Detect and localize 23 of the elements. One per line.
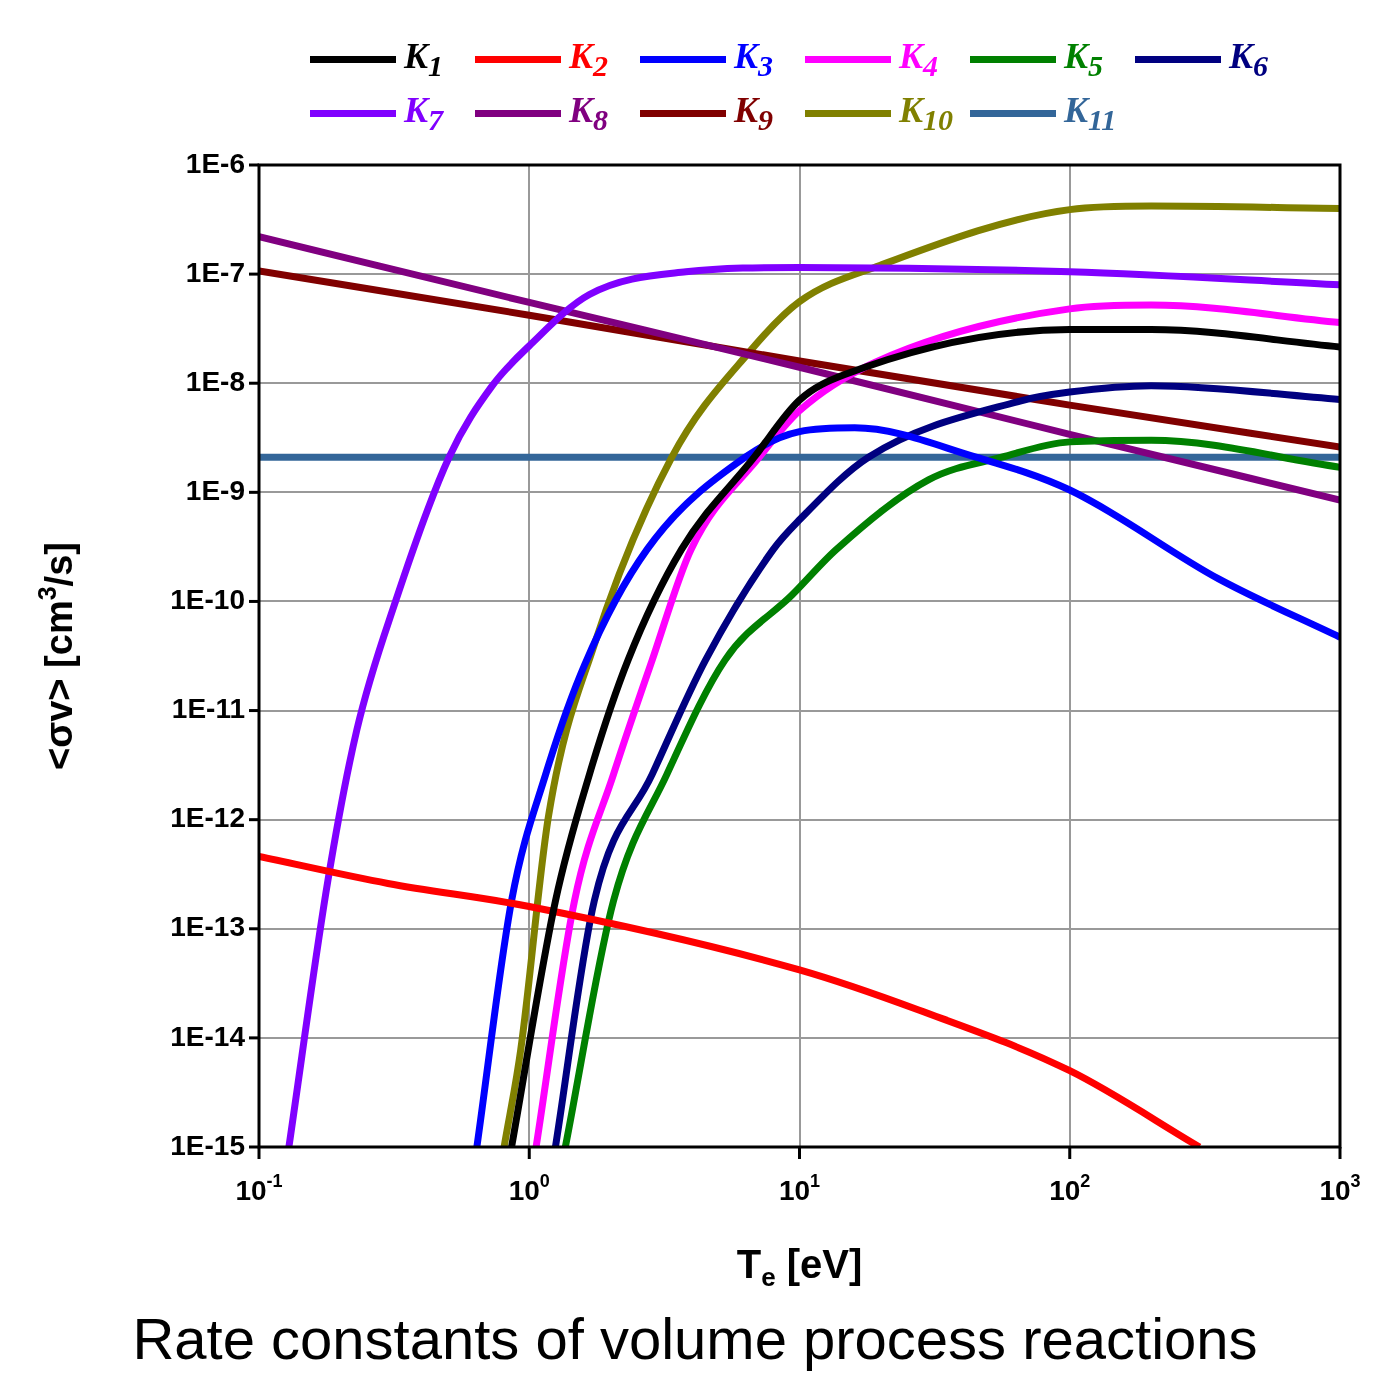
y-tick-label: 1E-15 <box>170 1129 245 1161</box>
legend-label: K$_{8}$ <box>569 89 609 138</box>
text: Rate constants of volume process reactions <box>131 1305 1259 1372</box>
y-axis-title: <σv> [cm3/s] <box>32 542 81 770</box>
y-tick-label: 1E-10 <box>170 584 245 616</box>
legend-label: K$_{10}$ <box>899 89 954 138</box>
legend-label: K$_{1}$ <box>404 35 444 84</box>
legend-label: K$_{2}$ <box>569 35 609 84</box>
legend-label: K$_{9}$ <box>734 89 774 138</box>
y-tick-label: 1E-7 <box>185 256 246 288</box>
legend-label: K$_{4}$ <box>899 35 939 84</box>
y-tick-label: 1E-9 <box>185 475 246 507</box>
y-tick-label: 1E-12 <box>170 802 245 834</box>
y-tick-label: 1E-11 <box>171 693 245 725</box>
legend-label: K$_{7}$ <box>404 89 444 138</box>
legend-label: K$_{5}$ <box>1064 35 1104 84</box>
legend-label: K$_{11}$ <box>1064 89 1117 138</box>
y-tick-label: 1E-6 <box>185 147 246 179</box>
legend-label: K$_{3}$ <box>734 35 774 84</box>
legend-label: K$_{6}$ <box>1229 35 1269 84</box>
y-tick-label: 1E-8 <box>185 365 246 397</box>
y-tick-label: 1E-14 <box>170 1020 246 1052</box>
y-tick-label: 1E-13 <box>170 911 245 943</box>
